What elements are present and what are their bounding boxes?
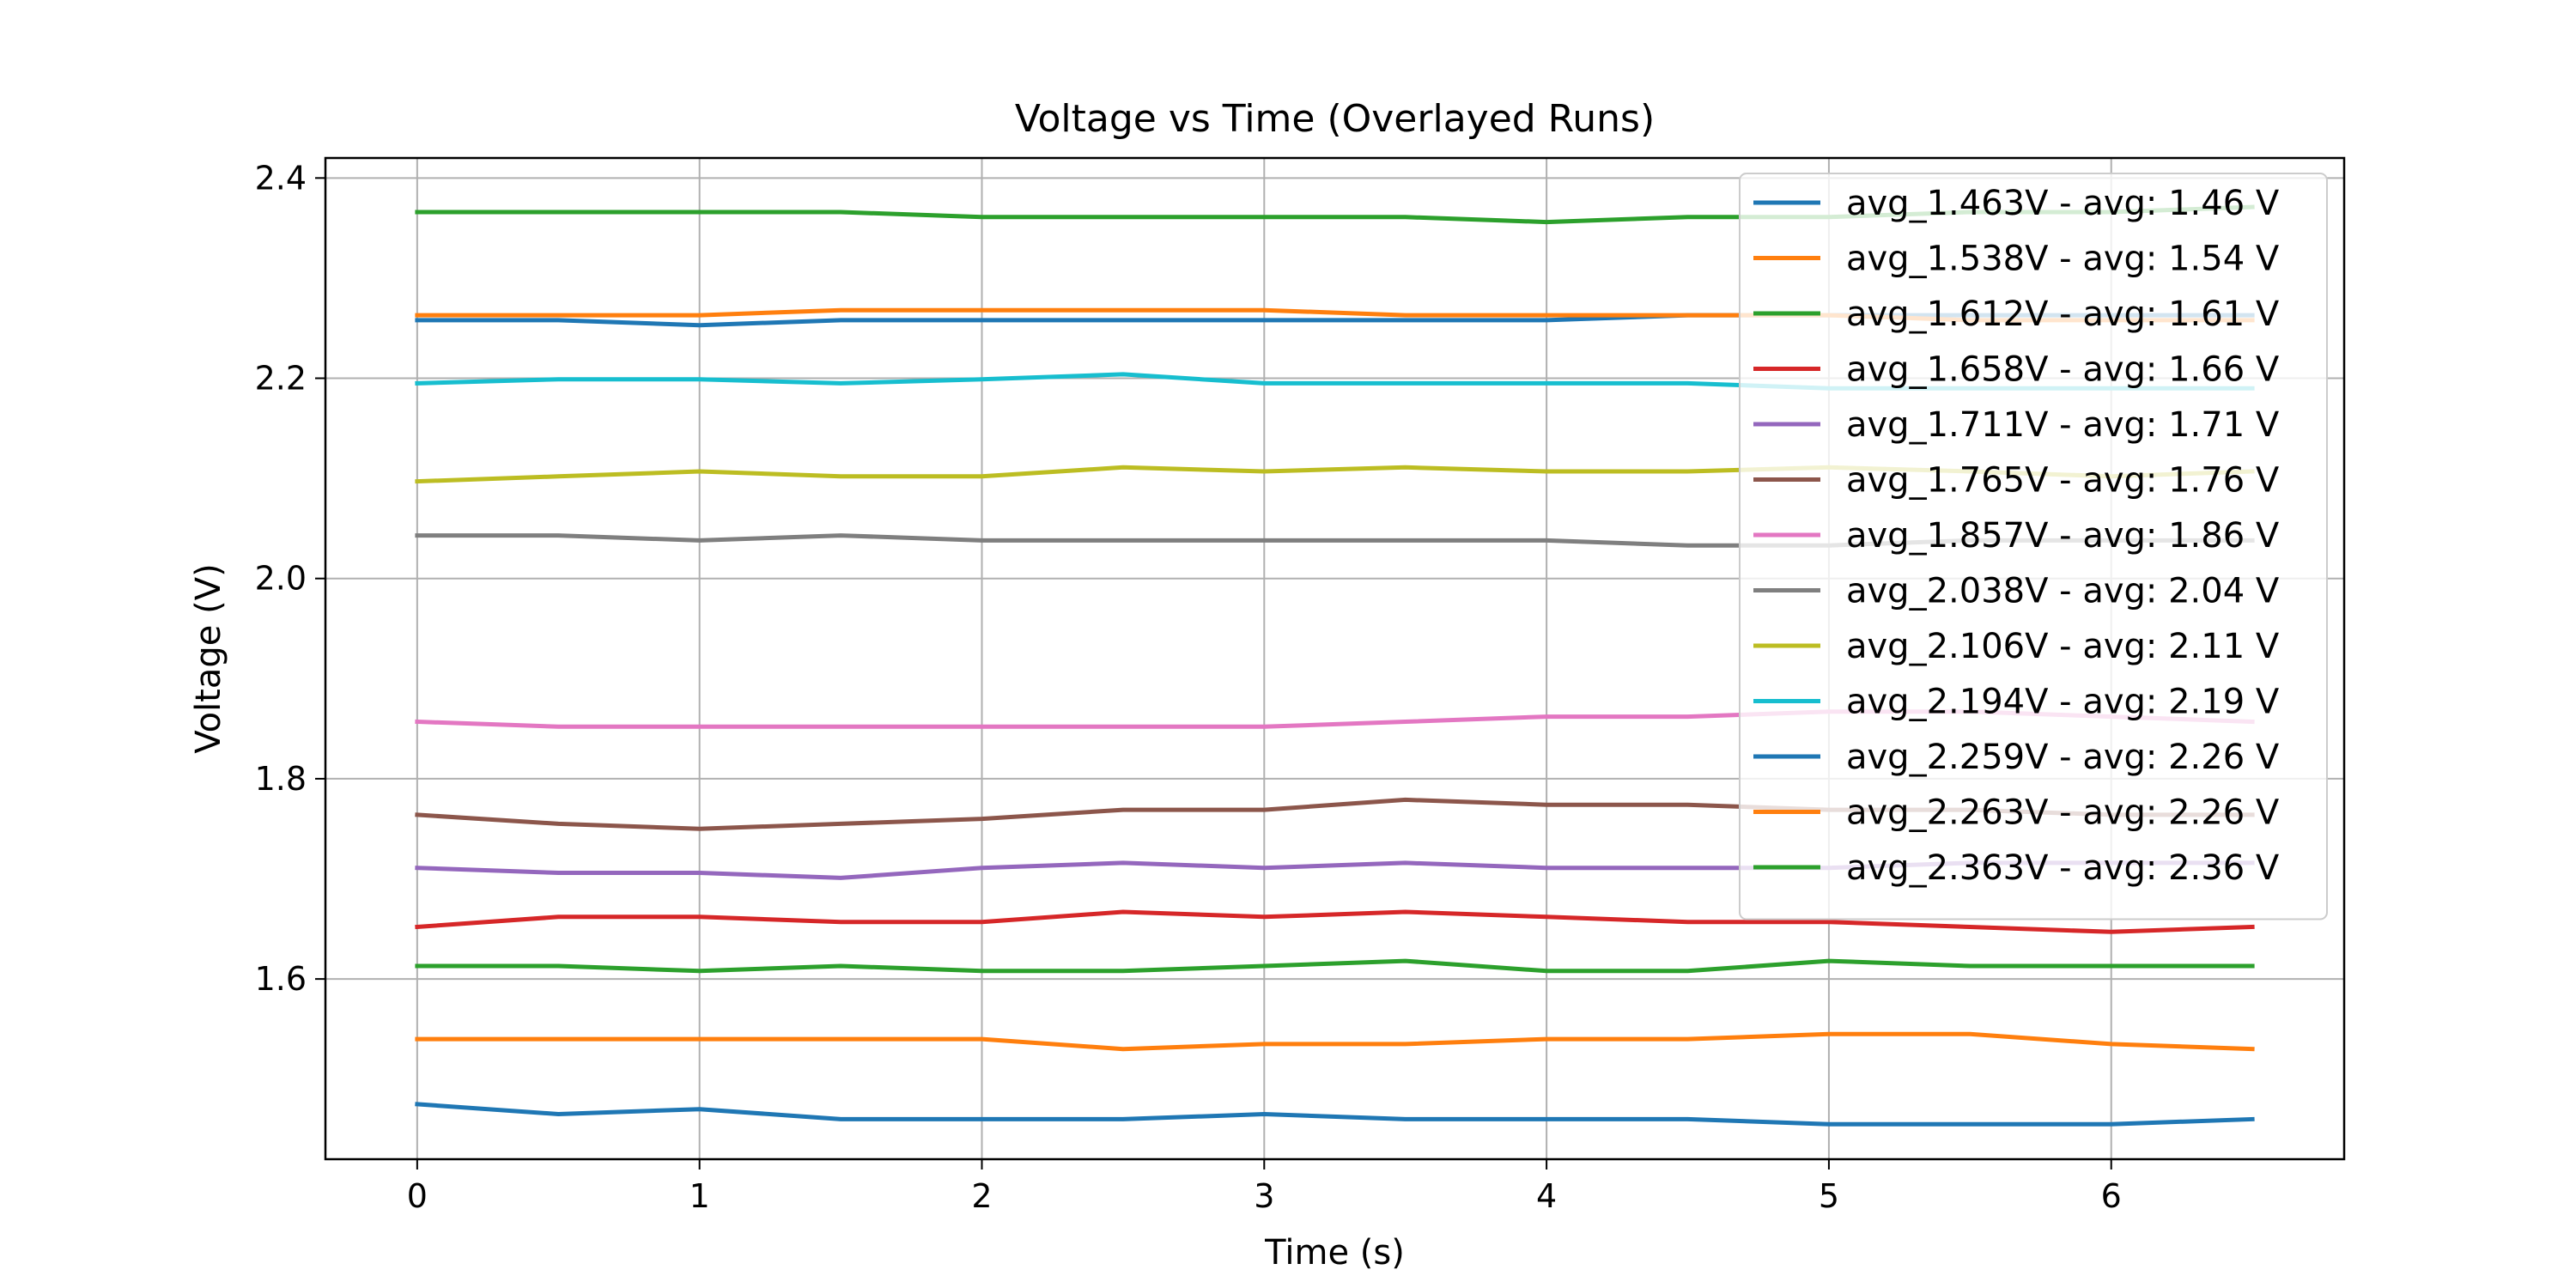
legend-label: avg_2.106V - avg: 2.11 V	[1846, 627, 2280, 666]
legend-label: avg_1.857V - avg: 1.86 V	[1846, 516, 2280, 556]
x-tick-label: 4	[1536, 1177, 1557, 1215]
y-tick-label: 2.4	[255, 159, 307, 197]
x-tick-label: 0	[407, 1177, 428, 1215]
x-tick-label: 6	[2101, 1177, 2122, 1215]
legend-label: avg_2.194V - avg: 2.19 V	[1846, 683, 2280, 722]
legend-label: avg_1.538V - avg: 1.54 V	[1846, 240, 2280, 279]
legend: avg_1.463V - avg: 1.46 V avg_1.538V - avg…	[1739, 173, 2328, 920]
legend-label: avg_1.658V - avg: 1.66 V	[1846, 350, 2280, 390]
x-tick-label: 3	[1254, 1177, 1274, 1215]
series-line-3	[415, 958, 2255, 974]
series-line-2	[415, 1031, 2255, 1052]
y-tick-label: 2.2	[255, 360, 307, 398]
legend-label: avg_1.612V - avg: 1.61 V	[1846, 295, 2280, 334]
axis-ticks: 0 1 2 3 4 5 6 1.6 1.8 2.0 2.2 2.4	[255, 159, 2122, 1215]
series-line-4	[415, 909, 2255, 934]
legend-label: avg_2.263V - avg: 2.26 V	[1846, 793, 2280, 833]
x-tick-label: 2	[971, 1177, 992, 1215]
legend-label: avg_1.463V - avg: 1.46 V	[1846, 184, 2280, 223]
legend-box	[1739, 173, 2328, 920]
chart-title: Voltage vs Time (Overlayed Runs)	[1015, 97, 1655, 141]
legend-label: avg_2.363V - avg: 2.36 V	[1846, 848, 2280, 888]
series-line-1	[415, 1102, 2255, 1127]
y-tick-label: 1.6	[255, 960, 307, 998]
legend-label: avg_1.711V - avg: 1.71 V	[1846, 405, 2280, 445]
plot-frame	[324, 156, 2346, 1161]
legend-label: avg_2.038V - avg: 2.04 V	[1846, 572, 2280, 611]
y-tick-label: 2.0	[255, 560, 307, 598]
y-axis-label: Voltage (V)	[189, 563, 228, 753]
y-tick-label: 1.8	[255, 760, 307, 798]
legend-label: avg_1.765V - avg: 1.76 V	[1846, 461, 2280, 501]
legend-label: avg_2.259V - avg: 2.26 V	[1846, 738, 2280, 777]
x-tick-label: 5	[1819, 1177, 1839, 1215]
x-tick-label: 1	[690, 1177, 710, 1215]
x-axis-label: Time (s)	[1264, 1233, 1405, 1273]
